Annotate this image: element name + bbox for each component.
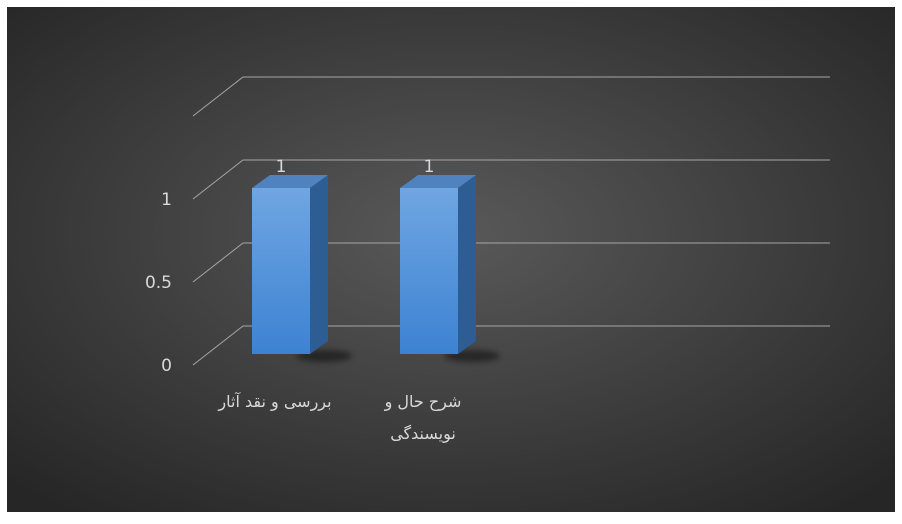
- category-label: بررسی و نقد آثار: [217, 392, 331, 412]
- gridline: [192, 325, 830, 366]
- y-tick-label: 0.5: [145, 273, 172, 293]
- y-tick-label: 1: [161, 190, 172, 210]
- category-label: شرح حال و: [384, 392, 462, 412]
- gridline: [192, 159, 830, 200]
- y-tick-label: 0: [161, 356, 172, 376]
- gridline: [192, 76, 830, 117]
- bar-top: [252, 175, 328, 188]
- gridline: [192, 242, 830, 283]
- bar-top: [400, 175, 476, 188]
- data-label: 1: [424, 157, 435, 177]
- bar-side: [458, 175, 476, 354]
- bars: [252, 175, 476, 354]
- category-label: نویسندگی: [390, 424, 456, 444]
- labels: 0 0.5 1 1 بررسی و نقد آثار 1 شرح حال و نویسندگی: [145, 157, 461, 444]
- bar-side: [310, 175, 328, 354]
- bar: [400, 188, 458, 354]
- data-label: 1: [276, 157, 287, 177]
- gridlines: [192, 76, 830, 366]
- bar: [252, 188, 310, 354]
